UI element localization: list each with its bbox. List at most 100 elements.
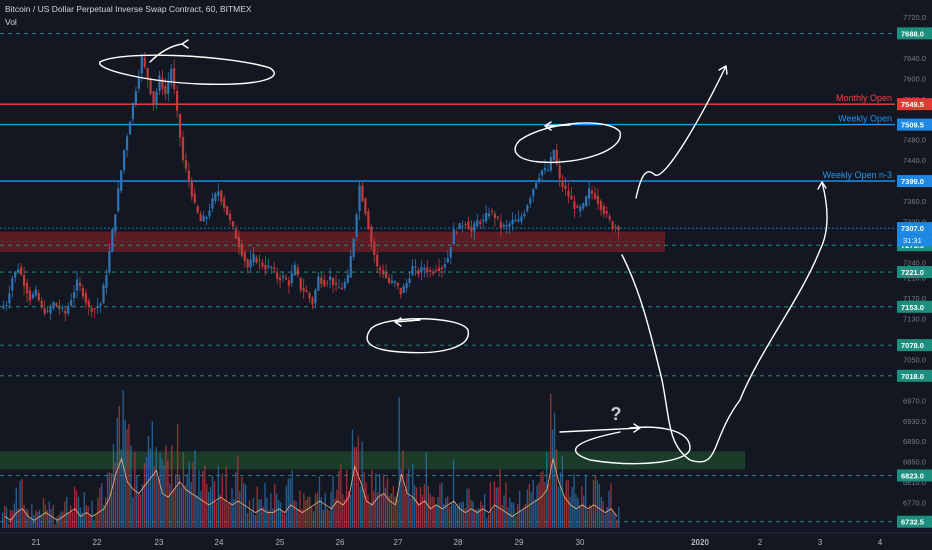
- candle-body: [317, 276, 320, 291]
- candle-body: [558, 165, 561, 179]
- candle-body: [252, 254, 255, 263]
- volume-bar: [70, 505, 72, 528]
- candle-body: [611, 221, 614, 230]
- candle-body: [220, 190, 223, 202]
- volume-bar: [71, 512, 74, 528]
- candle-body: [20, 267, 23, 275]
- volume-bar: [437, 497, 439, 528]
- candle-body: [426, 267, 429, 273]
- volume-bar: [314, 493, 317, 528]
- candle-body: [323, 280, 326, 287]
- candle-body: [43, 308, 46, 314]
- time-axis[interactable]: 21 22 23 24 25 26 27 28 29 30 2020 2 3 4: [0, 532, 932, 547]
- volume-bar: [616, 519, 618, 528]
- drawing-down-path: [621, 181, 828, 463]
- volume-bar: [186, 474, 188, 528]
- volume-bar: [87, 506, 89, 528]
- volume-bar: [491, 510, 494, 528]
- zones-layer: [0, 231, 745, 470]
- volume-bar: [536, 485, 538, 528]
- volume-bar: [429, 493, 431, 528]
- candle-body: [170, 68, 173, 81]
- volume-bar: [482, 505, 484, 528]
- candle-body: [208, 210, 211, 217]
- volume-bar: [23, 504, 25, 528]
- candle-body: [573, 201, 576, 210]
- price-tick-label: 7720.0: [903, 13, 926, 22]
- candle-body: [14, 271, 17, 278]
- volume-bar: [396, 492, 398, 528]
- volume-bar: [299, 490, 301, 528]
- candle-body: [411, 266, 414, 276]
- volume-bar: [81, 512, 84, 528]
- volume-bar: [103, 505, 105, 528]
- volume-bar: [551, 429, 554, 528]
- volume-bar: [2, 512, 4, 528]
- candle-body: [614, 226, 617, 228]
- candle-body: [414, 266, 417, 268]
- candle-body: [493, 213, 497, 219]
- volume-bar: [303, 492, 305, 528]
- volume-bar: [211, 476, 214, 528]
- candle-body: [167, 81, 170, 94]
- volume-bar: [75, 490, 78, 528]
- candle-body: [131, 103, 135, 120]
- volume-bar: [101, 483, 103, 528]
- time-tick-label: 25: [276, 538, 285, 547]
- candle-body: [452, 229, 455, 245]
- volume-bar: [365, 482, 367, 528]
- candle-body: [55, 303, 58, 307]
- volume-bar: [252, 497, 255, 528]
- volume-bar: [182, 451, 185, 528]
- volume-bar: [33, 514, 35, 528]
- candle-body: [402, 286, 405, 293]
- candle-body: [146, 68, 149, 80]
- candle-body: [284, 277, 288, 280]
- volume-bar: [379, 473, 381, 528]
- drawing-bottom-ellipse: [574, 426, 691, 465]
- hand-drawings-layer: [99, 39, 828, 465]
- volume-bar: [184, 484, 187, 528]
- candle-body: [176, 91, 179, 111]
- candle-body: [276, 272, 279, 279]
- price-badge-text-2: 7399.0: [901, 177, 924, 186]
- volume-bar: [371, 469, 373, 528]
- volume-bar: [36, 511, 39, 528]
- price-badge-2: [897, 175, 932, 188]
- volume-bar: [277, 500, 280, 528]
- volume-bar: [330, 491, 332, 528]
- price-tick-label: 7050.0: [903, 355, 926, 364]
- candle-body: [143, 57, 146, 67]
- price-axis[interactable]: 7720.07640.07600.07560.07480.07440.07360…: [897, 13, 932, 528]
- candle-body: [311, 298, 314, 305]
- volume-bar: [338, 470, 340, 528]
- countdown-badge: [897, 234, 932, 247]
- price-badge-8: [897, 339, 932, 352]
- volume-bar: [530, 492, 532, 528]
- candle-body: [137, 76, 140, 89]
- time-tick-label: 23: [155, 538, 164, 547]
- candle-body: [605, 211, 608, 214]
- candle-body: [579, 206, 582, 212]
- candle-body: [102, 285, 105, 304]
- candle-body: [96, 306, 99, 309]
- candle-body: [602, 206, 605, 214]
- candle-body: [25, 282, 29, 294]
- volume-bar: [507, 507, 509, 528]
- volume-bar: [408, 468, 410, 528]
- volume-bar: [433, 496, 435, 528]
- volume-bar: [7, 524, 10, 528]
- candle-body: [181, 137, 185, 160]
- volume-bar: [141, 484, 144, 528]
- volume-bar: [515, 515, 517, 528]
- volume-bar: [38, 510, 41, 528]
- volume-bar: [73, 486, 76, 528]
- volume-bar: [573, 474, 575, 528]
- price-tick-label: 6930.0: [903, 417, 926, 426]
- volume-bar: [550, 393, 552, 528]
- volume-bar: [489, 482, 492, 528]
- candle-body: [517, 219, 520, 222]
- volume-bar: [567, 479, 569, 528]
- volume-bar: [19, 480, 21, 528]
